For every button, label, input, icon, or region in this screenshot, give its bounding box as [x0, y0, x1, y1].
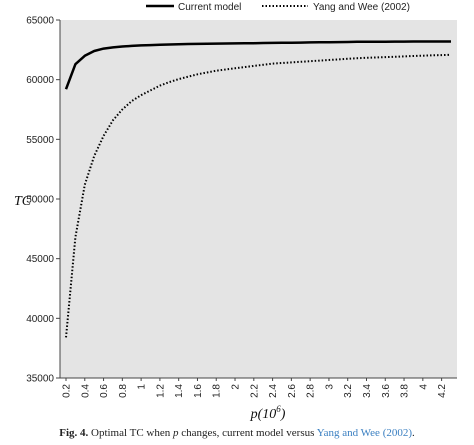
caption-text-middle: changes, current model versus [181, 427, 315, 439]
y-tick-label: 35000 [26, 374, 54, 385]
series-lines [64, 40, 452, 338]
caption-variable: p [172, 427, 179, 439]
x-tick-label: 0.4 [80, 384, 91, 398]
x-tick-label: 1.6 [193, 384, 204, 398]
caption-citation-link[interactable]: Yang and Wee (2002) [316, 427, 413, 439]
x-tick-label: 2.4 [268, 384, 279, 398]
caption-figure-label: Fig. 4. [59, 427, 89, 439]
x-tick-label: 1.4 [174, 384, 185, 398]
x-tick-label: 0.2 [62, 384, 73, 398]
legend-label-yang-and-wee: Yang and Wee (2002) [313, 2, 410, 13]
caption-text-before: Optimal TC when [91, 427, 171, 439]
x-tick-label: 1 [137, 384, 148, 390]
legend: Current model Yang and Wee (2002) [146, 2, 410, 13]
x-tick-label: 3.6 [381, 384, 392, 398]
y-tick-label: 55000 [26, 135, 54, 146]
x-tick-label: 3 [324, 384, 335, 390]
x-axis-label-close: ) [280, 407, 286, 422]
caption-text-end: . [412, 427, 415, 439]
x-tick-label: 2.2 [249, 384, 260, 398]
x-tick-label: 2.8 [306, 384, 317, 398]
x-tick-labels: 0.2 0.4 0.6 0.8 1 1.2 1.4 1.6 1.8 2 2.2 2.4 2.6 2.8 3 3… [62, 378, 448, 398]
y-axis-label: TC [14, 194, 32, 209]
x-tick-label: 3.4 [362, 384, 373, 398]
x-tick-label: 1.8 [212, 384, 223, 398]
y-tick-label: 45000 [26, 254, 54, 265]
series-line-current-model [64, 40, 451, 90]
x-tick-label: 4 [418, 384, 429, 390]
series-line-yang-and-wee [65, 53, 452, 338]
x-tick-label: 4.2 [437, 384, 448, 398]
y-tick-label: 50000 [26, 195, 54, 206]
x-tick-label: 3.2 [343, 384, 354, 398]
x-tick-label: 2 [231, 384, 242, 390]
x-tick-label: 2.6 [287, 384, 298, 398]
y-tick-label: 40000 [26, 314, 54, 325]
x-tick-label: 0.6 [99, 384, 110, 398]
y-tick-labels: 35000 40000 45000 50000 55000 60000 65000 [26, 16, 60, 385]
y-tick-label: 65000 [26, 16, 54, 27]
x-tick-label: 3.8 [400, 384, 411, 398]
legend-label-current-model: Current model [178, 2, 241, 13]
x-axis-label-base: p(10 [250, 407, 277, 422]
y-tick-label: 60000 [26, 75, 54, 86]
x-tick-label: 1.2 [155, 384, 166, 398]
x-axis-label-exponent: 6 [276, 404, 281, 414]
x-axis-label: p(106) [250, 404, 286, 422]
figure-caption: Fig. 4. Optimal TC when p changes, curre… [0, 427, 474, 439]
plot-area [60, 20, 457, 378]
x-tick-label: 0.8 [118, 384, 129, 398]
